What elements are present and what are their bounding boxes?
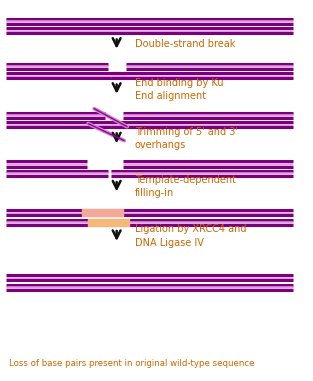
- Text: Double-strand break: Double-strand break: [135, 39, 235, 49]
- Text: Loss of base pairs present in original wild-type sequence: Loss of base pairs present in original w…: [9, 359, 254, 368]
- Text: Template-dependent
filling-in: Template-dependent filling-in: [135, 175, 236, 199]
- Text: Ligation by XRCC4 and
DNA Ligase IV: Ligation by XRCC4 and DNA Ligase IV: [135, 224, 246, 248]
- Text: End binding by Ku
End alignment: End binding by Ku End alignment: [135, 77, 223, 101]
- Text: Trimming of 5' and 3'
overhangs: Trimming of 5' and 3' overhangs: [135, 127, 238, 150]
